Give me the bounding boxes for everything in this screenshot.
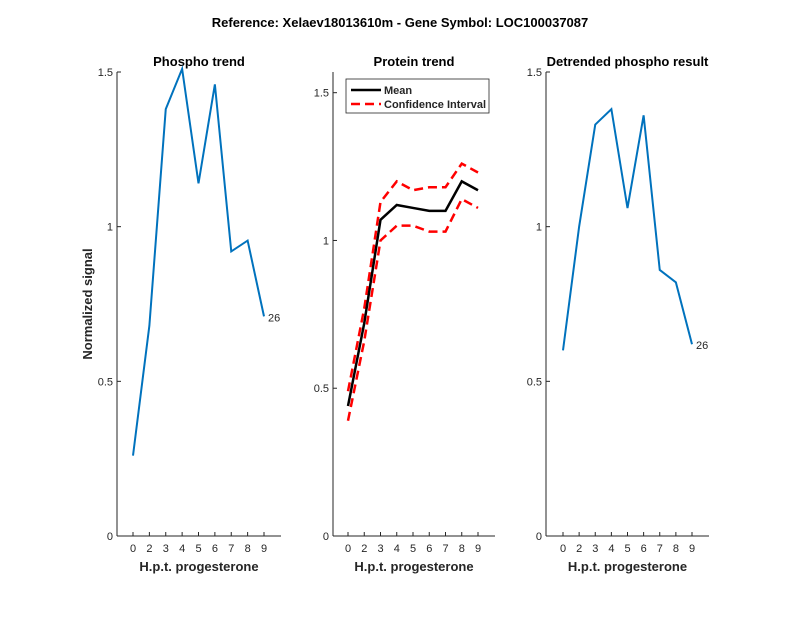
figure-title: Reference: Xelaev18013610m - Gene Symbol… bbox=[212, 15, 589, 30]
x-tick-label: 8 bbox=[459, 543, 465, 555]
x-tick-label: 0 bbox=[345, 543, 351, 555]
series-line-confidence-interval-lower bbox=[346, 197, 479, 421]
legend: Mean Confidence Interval bbox=[345, 78, 490, 114]
y-tick-label: 1 bbox=[536, 222, 542, 234]
y-tick-label: 0 bbox=[323, 531, 329, 543]
x-tick-label: 9 bbox=[689, 543, 695, 555]
y-tick-label: 0.5 bbox=[527, 376, 542, 388]
y-tick-label: 0 bbox=[536, 531, 542, 543]
x-tick-label: 6 bbox=[641, 543, 647, 555]
x-tick-label: 2 bbox=[576, 543, 582, 555]
x-tick-label: 9 bbox=[261, 543, 267, 555]
x-tick-label: 5 bbox=[195, 543, 201, 555]
x-axis-label: H.p.t. progesterone bbox=[354, 559, 473, 574]
x-tick-label: 6 bbox=[426, 543, 432, 555]
y-tick-label: 0 bbox=[107, 531, 113, 543]
x-tick-label: 8 bbox=[245, 543, 251, 555]
series-line-detrended bbox=[562, 107, 693, 351]
x-tick-label: 2 bbox=[361, 543, 367, 555]
x-tick-label: 4 bbox=[394, 543, 400, 555]
x-tick-label: 9 bbox=[475, 543, 481, 555]
end-annotation: 26 bbox=[696, 340, 708, 352]
subplot-title: Detrended phospho result bbox=[547, 54, 709, 69]
x-tick-label: 5 bbox=[410, 543, 416, 555]
x-tick-label: 5 bbox=[624, 543, 630, 555]
x-tick-label: 4 bbox=[608, 543, 614, 555]
legend-entry-mean: Mean bbox=[384, 85, 412, 97]
y-tick-label: 1.5 bbox=[314, 88, 329, 100]
x-tick-label: 6 bbox=[212, 543, 218, 555]
subplot-title: Phospho trend bbox=[153, 54, 245, 69]
x-tick-label: 3 bbox=[163, 543, 169, 555]
x-tick-label: 3 bbox=[592, 543, 598, 555]
series-line-phospho bbox=[132, 65, 265, 456]
y-axis-label: Normalized signal bbox=[80, 248, 95, 359]
x-tick-label: 0 bbox=[560, 543, 566, 555]
series-line-confidence-interval bbox=[346, 161, 479, 392]
y-tick-label: 1.5 bbox=[527, 67, 542, 79]
x-tick-label: 4 bbox=[179, 543, 185, 555]
subplot-title: Protein trend bbox=[374, 54, 455, 69]
x-axis-label: H.p.t. progesterone bbox=[139, 559, 258, 574]
y-tick-label: 1 bbox=[107, 222, 113, 234]
end-annotation: 26 bbox=[268, 312, 280, 324]
x-tick-label: 0 bbox=[130, 543, 136, 555]
y-tick-label: 0.5 bbox=[314, 383, 329, 395]
legend-entry-ci: Confidence Interval bbox=[384, 99, 486, 111]
y-tick-label: 1 bbox=[323, 235, 329, 247]
x-tick-label: 3 bbox=[377, 543, 383, 555]
x-tick-label: 7 bbox=[442, 543, 448, 555]
x-tick-label: 8 bbox=[673, 543, 679, 555]
x-tick-label: 2 bbox=[146, 543, 152, 555]
x-tick-label: 7 bbox=[657, 543, 663, 555]
x-axis-label: H.p.t. progesterone bbox=[568, 559, 687, 574]
legend-box bbox=[345, 78, 490, 114]
y-tick-label: 0.5 bbox=[98, 376, 113, 388]
x-tick-label: 7 bbox=[228, 543, 234, 555]
y-tick-label: 1.5 bbox=[98, 67, 113, 79]
